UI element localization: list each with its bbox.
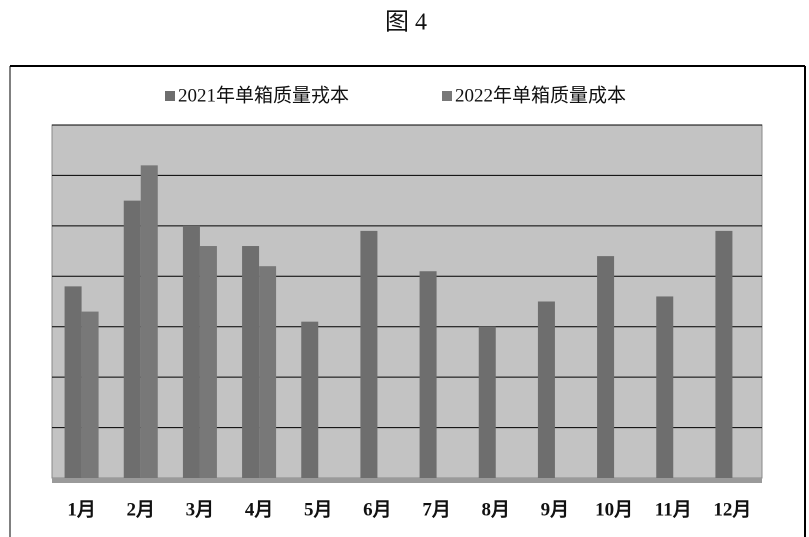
x-tick-label: 3月	[186, 499, 215, 520]
x-tick-label: 7月	[422, 499, 451, 520]
bar	[360, 230, 378, 478]
bar	[182, 225, 200, 478]
bar	[123, 200, 141, 478]
bar	[140, 165, 158, 479]
bar	[419, 271, 437, 478]
bar	[64, 286, 82, 478]
bar	[242, 246, 260, 478]
x-tick-label: 9月	[541, 499, 570, 520]
bar	[715, 230, 733, 478]
bar	[199, 246, 217, 478]
chart-title: 图 4	[385, 10, 427, 36]
bar	[537, 301, 555, 478]
bar	[478, 326, 496, 478]
x-tick-label: 2月	[126, 499, 155, 520]
x-tick-label: 5月	[304, 499, 333, 520]
bar	[656, 296, 674, 478]
bar	[301, 321, 319, 478]
floor	[52, 478, 762, 483]
x-tick-label: 11月	[655, 499, 692, 520]
legend-label: 2022年单箱质量成本	[455, 84, 626, 106]
x-tick-label: 8月	[481, 499, 510, 520]
plot-area	[51, 124, 763, 479]
bar	[81, 311, 99, 478]
bar	[259, 266, 277, 478]
x-tick-label: 12月	[713, 499, 751, 520]
legend-label: 2021年单箱质量戎本	[178, 84, 349, 106]
x-tick-label: 1月	[67, 499, 96, 520]
bar	[597, 256, 615, 478]
x-tick-label: 6月	[363, 499, 392, 520]
legend-swatch	[442, 91, 452, 101]
x-tick-label: 10月	[595, 499, 633, 520]
legend-swatch	[165, 91, 175, 101]
x-tick-label: 4月	[245, 499, 274, 520]
